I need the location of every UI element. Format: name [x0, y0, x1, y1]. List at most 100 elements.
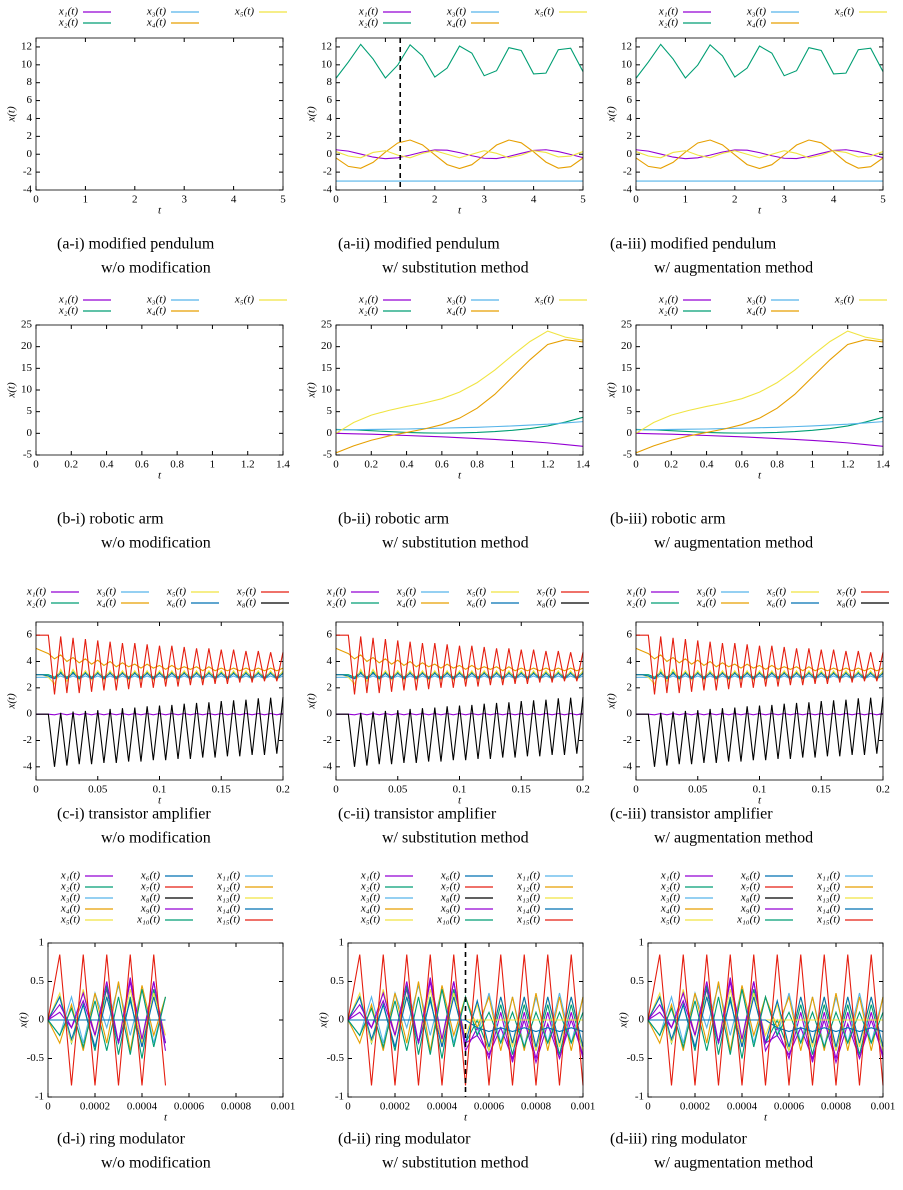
caption: w/o modification — [101, 830, 211, 847]
y-tick-label: -4 — [23, 760, 33, 772]
y-tick-label: 10 — [321, 58, 333, 70]
series-line — [636, 712, 884, 716]
y-tick-label: 1 — [39, 937, 45, 949]
y-tick-label: 0 — [627, 708, 633, 720]
legend-label: x₃(t) — [146, 6, 166, 18]
y-tick-label: 0 — [639, 1014, 645, 1026]
legend-label: x₁(t) — [60, 870, 80, 882]
y-tick-label: 15 — [621, 362, 633, 374]
series-line — [635, 139, 884, 170]
caption: w/ substitution method — [382, 535, 529, 552]
y-tick-label: 6 — [27, 94, 33, 106]
legend-label: x₈(t) — [440, 892, 460, 904]
y-tick-label: -2 — [23, 166, 32, 178]
x-tick-label: 0.4 — [100, 459, 114, 471]
x-tick-label: 0.0006 — [174, 1101, 205, 1113]
caption: (a-ii) modified pendulum — [338, 236, 500, 253]
caption: w/ substitution method — [382, 830, 529, 847]
y-tick-label: 5 — [627, 405, 633, 417]
x-axis-label: t — [158, 205, 162, 217]
legend-label: x₈(t) — [740, 892, 760, 904]
x-axis-label: t — [758, 205, 762, 217]
caption: (c-i) transistor amplifier — [57, 806, 211, 823]
x-tick-label: 0.8 — [470, 459, 484, 471]
legend-label: x₆(t) — [766, 597, 786, 609]
legend-label: x₄(t) — [396, 597, 416, 609]
x-tick-label: 0.05 — [688, 784, 708, 796]
legend-label: x₁₂(t) — [816, 881, 840, 893]
legend-label: x₃(t) — [60, 892, 80, 904]
legend-label: x₅(t) — [166, 586, 186, 598]
y-tick-label: -1 — [35, 1091, 44, 1103]
legend-label: x₁₀(t) — [436, 914, 460, 926]
caption: w/ augmentation method — [654, 535, 813, 552]
x-tick-label: 5 — [580, 194, 586, 206]
x-tick-label: 0 — [333, 784, 339, 796]
x-tick-label: 3 — [181, 194, 187, 206]
x-tick-label: 1.4 — [276, 459, 290, 471]
y-tick-label: -1 — [335, 1091, 344, 1103]
legend-label: x₆(t) — [140, 870, 160, 882]
legend-label: x₂(t) — [326, 597, 346, 609]
legend-label: x₃(t) — [146, 294, 166, 306]
legend-label: x₂(t) — [360, 881, 380, 893]
x-tick-label: 0.0008 — [521, 1101, 552, 1113]
x-tick-label: 0.6 — [735, 459, 749, 471]
x-tick-label: 1 — [810, 459, 816, 471]
legend-label: x₉(t) — [440, 903, 460, 915]
x-tick-label: 0 — [33, 784, 39, 796]
y-tick-label: 4 — [327, 112, 333, 124]
legend-label: x₄(t) — [60, 903, 80, 915]
legend-label: x₃(t) — [446, 6, 466, 18]
y-tick-label: 1 — [639, 937, 645, 949]
legend-label: x₁(t) — [658, 6, 678, 18]
legend-label: x₈(t) — [236, 597, 256, 609]
legend-label: x₁(t) — [626, 586, 646, 598]
legend-label: x₂(t) — [58, 17, 78, 29]
series-line — [648, 1019, 884, 1033]
legend-label: x₁₅(t) — [816, 914, 840, 926]
legend-label: x₅(t) — [834, 6, 854, 18]
x-tick-label: 1.4 — [876, 459, 890, 471]
x-tick-label: 2 — [132, 194, 138, 206]
x-tick-label: 0.001 — [871, 1101, 896, 1113]
series-line — [647, 954, 884, 1086]
x-tick-label: 0.1 — [753, 784, 767, 796]
x-tick-label: 2 — [432, 194, 438, 206]
legend-label: x₁(t) — [326, 586, 346, 598]
legend-label: x₁₂(t) — [216, 881, 240, 893]
legend-label: x₄(t) — [360, 903, 380, 915]
series-line — [635, 339, 884, 454]
y-tick-label: 1 — [339, 937, 345, 949]
series-line — [347, 989, 584, 1055]
series-line — [336, 696, 584, 767]
y-tick-label: -2 — [23, 734, 32, 746]
series-line — [335, 330, 584, 434]
y-tick-label: -2 — [623, 166, 632, 178]
x-tick-label: 0.2 — [276, 784, 290, 796]
series-line — [47, 954, 167, 1086]
y-tick-label: -4 — [623, 760, 633, 772]
legend-label: x₁₅(t) — [516, 914, 540, 926]
legend-label: x₄(t) — [146, 305, 166, 317]
caption: (d-ii) ring modulator — [338, 1131, 471, 1148]
x-tick-label: 0.8 — [170, 459, 184, 471]
y-tick-label: -4 — [323, 184, 333, 196]
legend-label: x₄(t) — [696, 597, 716, 609]
y-tick-label: 25 — [21, 319, 33, 331]
legend-label: x₈(t) — [140, 892, 160, 904]
legend-label: x₇(t) — [140, 881, 160, 893]
legend-label: x₁₄(t) — [816, 903, 840, 915]
y-tick-label: 10 — [21, 58, 33, 70]
y-axis-label: x(t) — [318, 1012, 330, 1029]
legend-label: x₅(t) — [834, 294, 854, 306]
y-axis-label: x(t) — [306, 106, 318, 123]
plot-frame — [635, 621, 884, 781]
legend-label: x₂(t) — [358, 305, 378, 317]
y-tick-label: 6 — [627, 629, 633, 641]
series-line — [635, 416, 884, 434]
y-tick-label: -0.5 — [327, 1052, 345, 1064]
y-tick-label: -1 — [635, 1091, 644, 1103]
x-tick-label: 0.8 — [770, 459, 784, 471]
